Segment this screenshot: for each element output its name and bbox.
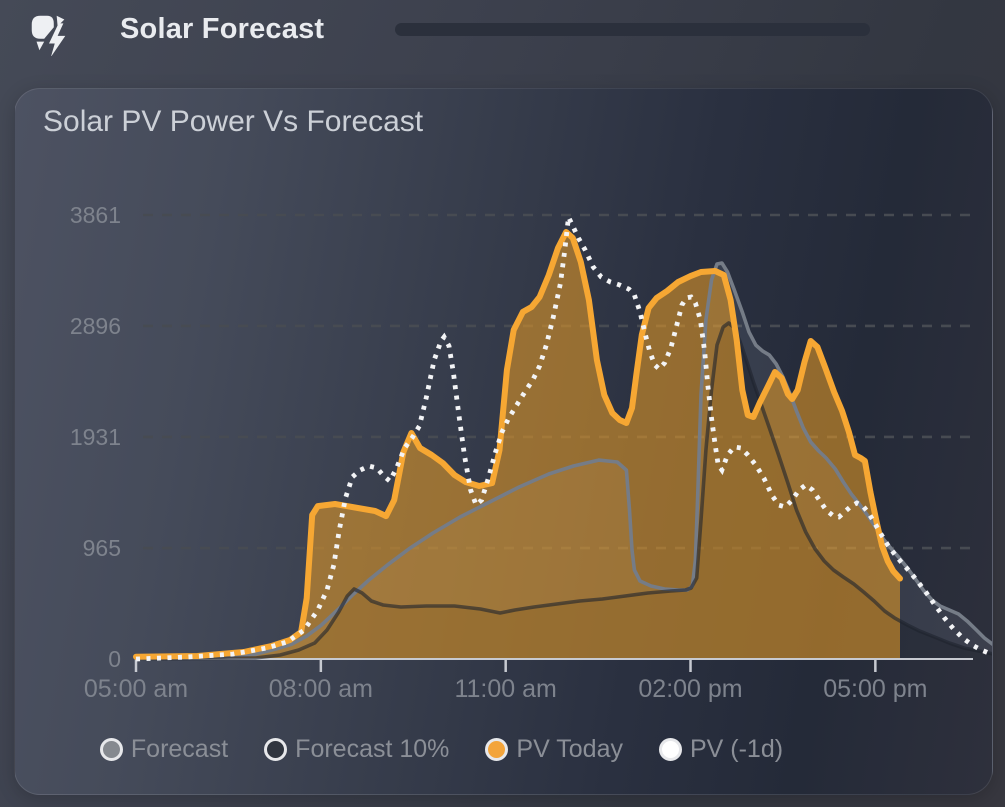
legend-item-pv_yesterday[interactable]: PV (-1d) [658, 735, 784, 763]
solar-power-icon [26, 8, 72, 61]
legend-label: PV Today [516, 735, 623, 763]
y-axis-label: 0 [108, 646, 121, 672]
legend-label: Forecast 10% [295, 735, 450, 763]
x-axis-label: 05:00 pm [823, 675, 927, 703]
y-axis-label: 1931 [70, 424, 121, 450]
legend-label: Forecast [130, 735, 229, 763]
legend-label: PV (-1d) [689, 735, 784, 763]
series-area-pv_today [136, 232, 900, 659]
legend-marker-forecast10 [264, 738, 288, 761]
legend-item-forecast10[interactable]: Forecast 10% [264, 737, 449, 762]
legend-item-forecast[interactable]: Forecast [99, 735, 229, 763]
legend-marker-pv_today [485, 738, 509, 761]
chart-card: Solar PV Power Vs Forecast 0 965 1931 2896 3… [14, 88, 993, 795]
legend-marker-forecast [99, 738, 123, 761]
series-line-forecast10 [135, 321, 992, 661]
app-header: Solar Forecast [0, 0, 1005, 88]
chart-title: Solar PV Power Vs Forecast [43, 105, 424, 138]
x-axis-label: 02:00 pm [638, 675, 742, 703]
y-axis-label: 2896 [70, 313, 121, 339]
x-axis-label: 05:00 am [84, 675, 188, 703]
y-axis-label: 3861 [70, 202, 121, 228]
legend-item-pv_today[interactable]: PV Today [485, 737, 623, 762]
page-title: Solar Forecast [120, 13, 325, 45]
series-line-pv_yesterday [135, 208, 992, 662]
header-drag-handle[interactable] [395, 23, 870, 36]
chart-legend: Forecast Forecast 10% PV Today PV (-1d) [0, 737, 930, 762]
x-axis-label: 08:00 am [269, 675, 373, 703]
y-axis-label: 965 [83, 535, 121, 561]
legend-marker-pv_yesterday [658, 738, 682, 761]
chart-canvas[interactable]: 0 965 1931 2896 3861 05:00 am 08:00 am 11:00 am… [15, 181, 992, 731]
series-line-pv_today [133, 229, 903, 660]
x-axis-label: 11:00 am [454, 675, 556, 703]
